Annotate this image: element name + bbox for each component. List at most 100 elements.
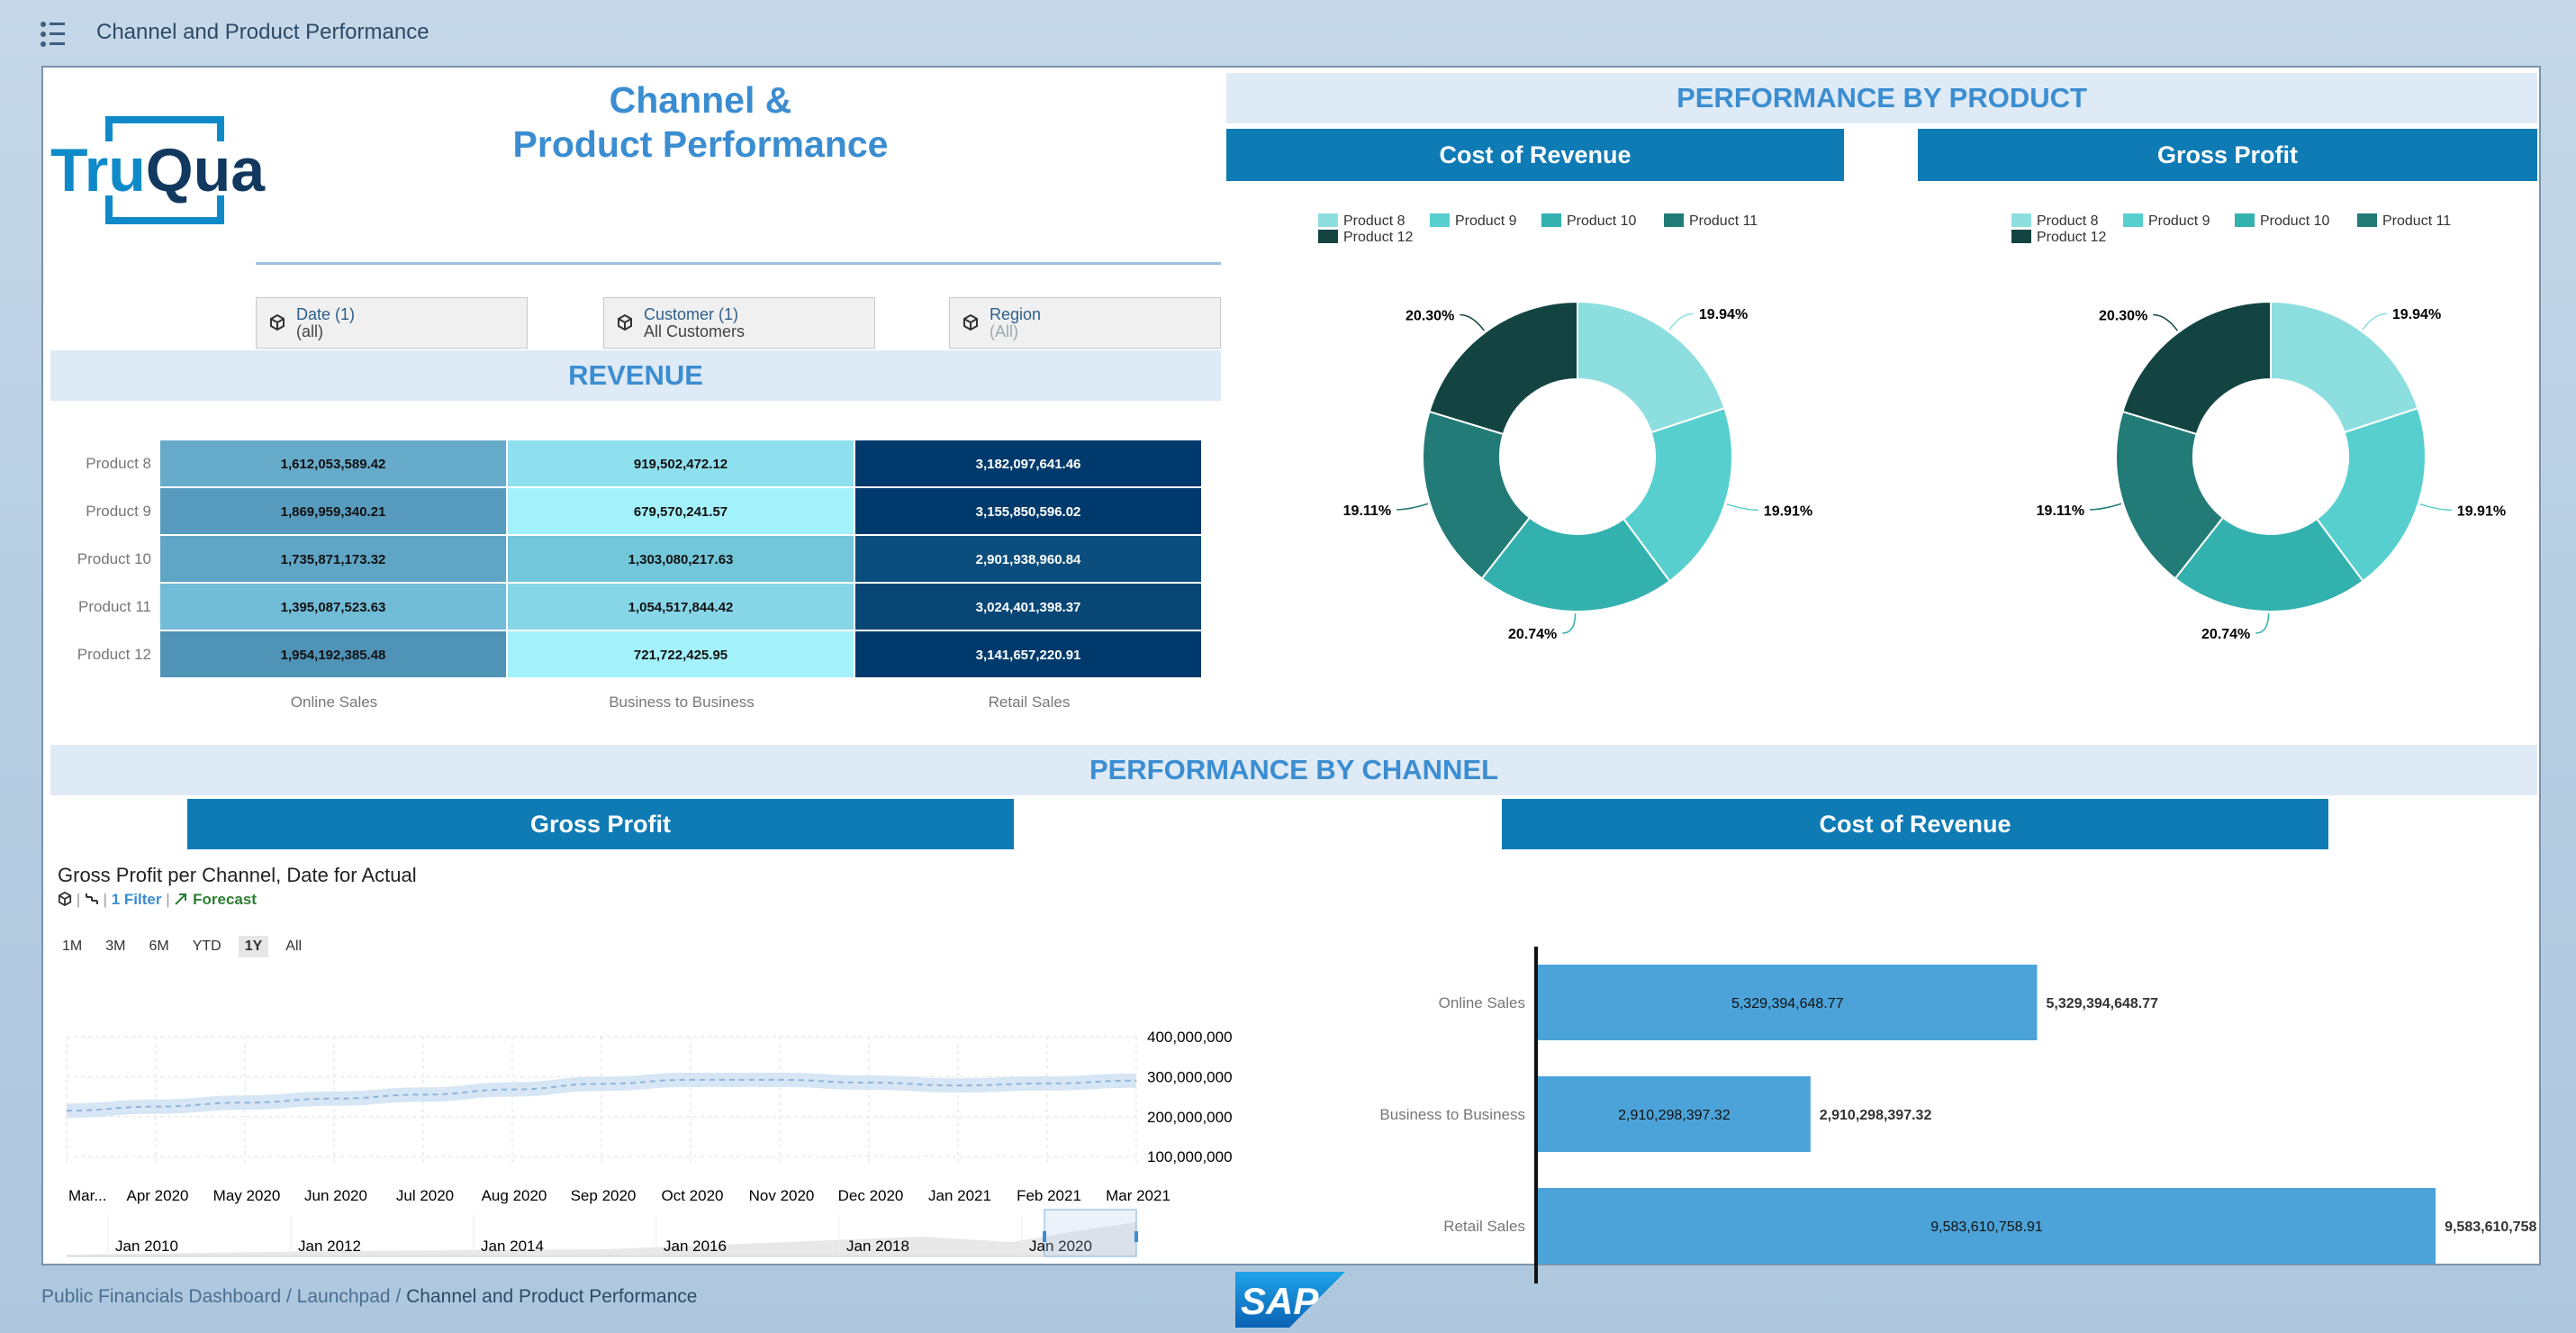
- legend-label: Product 11: [1689, 213, 1758, 229]
- timeline-navigator[interactable]: Jan 2010 Jan 2012 Jan 2014 Jan 2016 Jan 2018…: [43, 1161, 1232, 1262]
- confidence-band: [67, 1072, 1136, 1119]
- heatmap-cell[interactable]: 2,901,938,960.84: [855, 536, 1203, 584]
- legend-swatch: [2011, 230, 2031, 243]
- legend-label: Product 11: [2382, 213, 2452, 229]
- y-tick-label: 300,000,000: [1147, 1068, 1232, 1085]
- time-range-selector: 1M 3M 6M YTD 1Y All: [56, 936, 308, 957]
- heatmap-cell[interactable]: 3,182,097,641.46: [855, 440, 1203, 488]
- heatmap-cell[interactable]: 3,024,401,398.37: [855, 584, 1203, 631]
- breadcrumb-current: Channel and Product Performance: [406, 1286, 698, 1307]
- bar-category-label: Business to Business: [1379, 1106, 1525, 1123]
- filter-region[interactable]: Region (All): [949, 297, 1221, 349]
- donut-slice[interactable]: [1622, 406, 1733, 583]
- legend-item[interactable]: Product 12: [1318, 230, 1413, 246]
- bar[interactable]: [1538, 965, 2038, 1040]
- menu-icon[interactable]: [40, 20, 67, 49]
- heatmap-cell[interactable]: 3,155,850,596.02: [855, 488, 1203, 536]
- navigator-handle-left[interactable]: [1043, 1231, 1046, 1242]
- cost-of-revenue-header: Cost of Revenue: [1226, 129, 1844, 181]
- donut-slice[interactable]: [2115, 410, 2225, 580]
- legend-swatch: [2123, 213, 2143, 227]
- donut-slice[interactable]: [2174, 516, 2364, 612]
- filter-date[interactable]: Date (1) (all): [256, 297, 528, 349]
- range-button-3m[interactable]: 3M: [105, 939, 126, 954]
- filter-date-label: Date (1): [296, 305, 356, 323]
- donut-slice[interactable]: [2121, 300, 2272, 436]
- filter-customer-label: Customer (1): [644, 305, 739, 323]
- legend-swatch: [1318, 230, 1338, 243]
- legend-swatch: [2011, 213, 2031, 227]
- perf-product-section-title: PERFORMANCE BY PRODUCT: [1226, 73, 2537, 123]
- bar-inner-label: 5,329,394,648.77: [1731, 996, 1844, 1011]
- heatmap-row-label: Product 9: [86, 503, 151, 520]
- cost-of-revenue-bar-chart: Online Sales 5,329,394,648.77 5,329,394,64…: [1379, 947, 2537, 1283]
- bar-inner-label: 9,583,610,758.91: [1930, 1220, 2043, 1235]
- bar[interactable]: [1538, 1076, 1811, 1152]
- navigator-selection[interactable]: [1044, 1209, 1137, 1257]
- heatmap-cell[interactable]: 3,141,657,220.91: [855, 631, 1203, 679]
- donut-data-label: 19.11%: [1343, 503, 1391, 519]
- legend-item[interactable]: Product 10: [2235, 213, 2329, 230]
- range-button-6m[interactable]: 6M: [149, 939, 169, 954]
- filter-region-value: (All): [990, 322, 1018, 340]
- range-button-all[interactable]: All: [285, 939, 303, 954]
- legend-label: Product 8: [2037, 213, 2099, 229]
- legend-item[interactable]: Product 9: [2123, 213, 2210, 230]
- filter-customer[interactable]: Customer (1) All Customers: [603, 297, 875, 349]
- navigator-tick-label: Jan 2014: [481, 1238, 544, 1255]
- heatmap-cell[interactable]: 721,722,425.95: [508, 631, 855, 679]
- donut-legend-profit: Product 8 Product 9 Product 10 Product 11 Pr…: [2011, 213, 2516, 249]
- heatmap-cell[interactable]: 1,054,517,844.42: [508, 584, 855, 631]
- donut-slice[interactable]: [1428, 300, 1578, 436]
- legend-item[interactable]: Product 11: [2357, 213, 2451, 230]
- donut-leader-line: [2153, 313, 2179, 331]
- legend-swatch: [2235, 213, 2255, 227]
- heatmap-cell[interactable]: 1,954,192,385.48: [160, 631, 508, 679]
- donut-slice[interactable]: [1422, 410, 1532, 580]
- range-button-1y[interactable]: 1Y: [238, 936, 269, 957]
- donut-leader-line: [1726, 503, 1758, 512]
- legend-item[interactable]: Product 8: [1318, 213, 1405, 230]
- legend-item[interactable]: Product 9: [1430, 213, 1516, 230]
- bar[interactable]: [1538, 1188, 2436, 1264]
- heatmap-column-label: Online Sales: [290, 694, 378, 711]
- donut-slice[interactable]: [2315, 406, 2427, 583]
- range-button-ytd[interactable]: YTD: [192, 939, 221, 954]
- timeseries-title: Gross Profit per Channel, Date for Actua…: [58, 864, 417, 886]
- range-button-1m[interactable]: 1M: [62, 939, 83, 954]
- heatmap-cell[interactable]: 1,612,053,589.42: [160, 440, 508, 488]
- hierarchy-icon: [85, 893, 98, 904]
- legend-item[interactable]: Product 10: [1541, 213, 1636, 230]
- x-tick-label: Dec 2020: [838, 1187, 904, 1204]
- legend-swatch: [1664, 213, 1684, 227]
- donut-slice[interactable]: [1480, 516, 1671, 612]
- legend-item[interactable]: Product 8: [2011, 213, 2098, 230]
- breadcrumb-public-financials[interactable]: Public Financials Dashboard: [41, 1286, 282, 1307]
- donut-slice[interactable]: [1577, 300, 1726, 434]
- page-title: Channel & Product Performance: [439, 78, 962, 167]
- legend-label: Product 12: [1343, 230, 1414, 245]
- y-tick-label: 100,000,000: [1147, 1148, 1232, 1165]
- donut-slice[interactable]: [2270, 300, 2419, 434]
- x-tick-label: Jun 2020: [304, 1187, 367, 1204]
- donut-data-label: 20.74%: [2201, 627, 2250, 642]
- heatmap-cell[interactable]: 1,395,087,523.63: [160, 584, 508, 631]
- x-tick-label: Mar...: [68, 1187, 107, 1204]
- heatmap-cell[interactable]: 1,869,959,340.21: [160, 488, 508, 536]
- heatmap-cell[interactable]: 1,303,080,217.63: [508, 536, 855, 584]
- svg-text:SAP: SAP: [1241, 1280, 1319, 1322]
- legend-item[interactable]: Product 11: [1664, 213, 1758, 230]
- forecast-arrow-icon: [175, 893, 187, 905]
- series-line[interactable]: [66, 1078, 1137, 1112]
- legend-item[interactable]: Product 12: [2011, 230, 2106, 246]
- forecast-link[interactable]: Forecast: [193, 891, 257, 908]
- navigator-handle-right[interactable]: [1134, 1231, 1138, 1242]
- donut-chart-gross-profit: 19.94% 19.91% 20.74% 19.11% 20.30%: [2037, 300, 2506, 642]
- heatmap-cell[interactable]: 679,570,241.57: [508, 488, 855, 536]
- filter-link[interactable]: 1 Filter: [111, 891, 162, 908]
- bar-value-label: 5,329,394,648.77: [2046, 996, 2158, 1011]
- filter-cube-icon: [963, 314, 978, 331]
- breadcrumb-launchpad[interactable]: Launchpad: [296, 1286, 391, 1307]
- heatmap-cell[interactable]: 1,735,871,173.32: [160, 536, 508, 584]
- heatmap-cell[interactable]: 919,502,472.12: [508, 440, 855, 488]
